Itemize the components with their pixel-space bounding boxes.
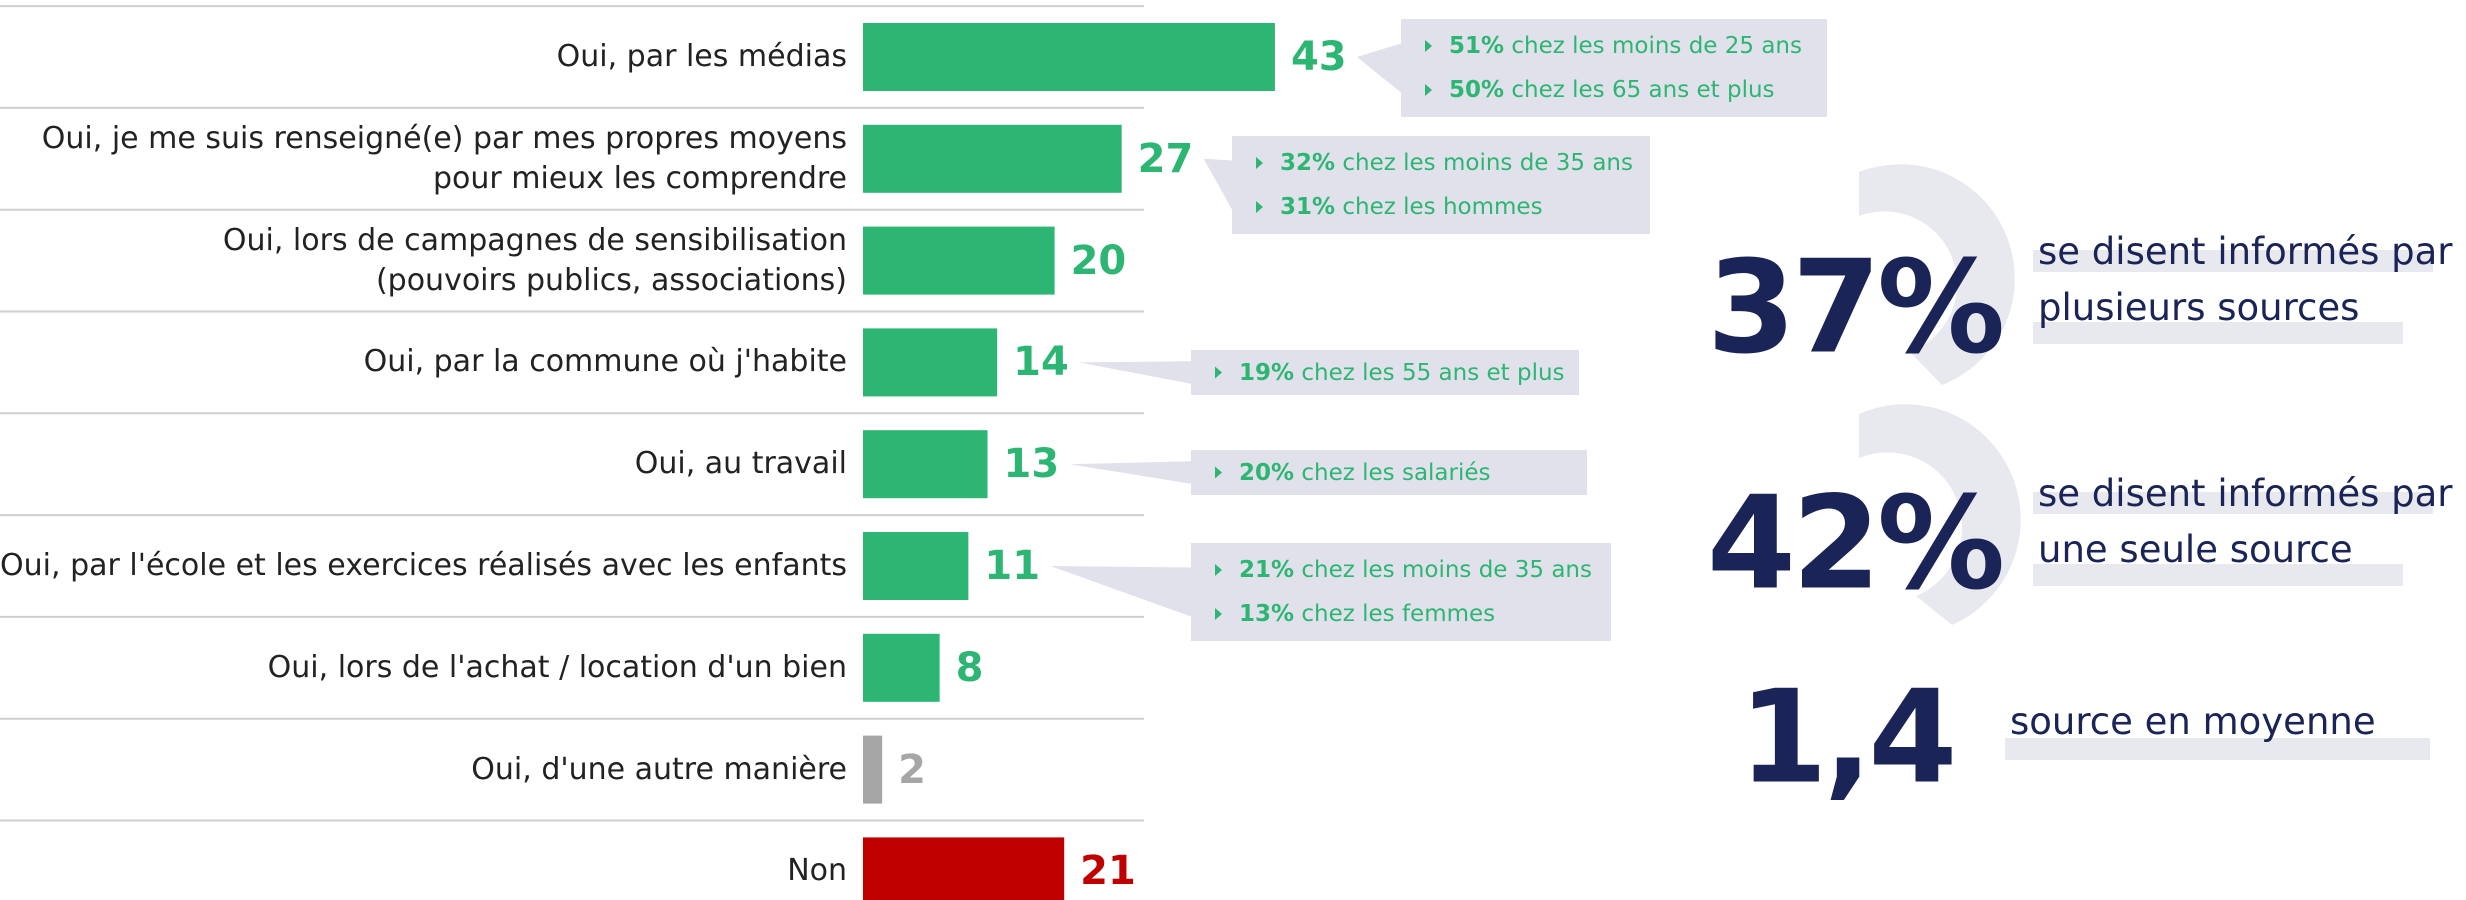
callout-text: 21% chez les moins de 35 ans (1239, 557, 1592, 583)
category-label: Oui, par la commune où j'habite (363, 344, 847, 380)
callout-box (1191, 450, 1587, 495)
callout-pointer (1069, 461, 1191, 484)
callout-text: 50% chez les 65 ans et plus (1449, 77, 1775, 103)
callout-text: 19% chez les 55 ans et plus (1239, 360, 1565, 386)
bullet (1425, 40, 1432, 52)
bar (863, 633, 940, 702)
bullet (1256, 157, 1263, 169)
callout-text: 13% chez les femmes (1239, 601, 1495, 627)
value-label: 13 (1003, 441, 1060, 488)
bar (863, 837, 1065, 900)
value-label: 8 (955, 644, 984, 691)
bar (863, 735, 883, 804)
callout-pointer (1203, 158, 1232, 210)
callout-desc: chez les moins de 35 ans (1335, 150, 1633, 176)
highlight (2033, 322, 2403, 344)
callout-pointer (1079, 361, 1191, 384)
category-label: Oui, par les médias (556, 39, 847, 74)
bullet (1215, 564, 1222, 576)
callout-box (1232, 136, 1650, 234)
category-label: Oui, lors de campagnes de sensibilisatio… (222, 222, 847, 298)
stat-value: 42% (1706, 469, 2005, 619)
callout-desc: chez les moins de 35 ans (1294, 557, 1592, 583)
callout-value: 32% (1280, 150, 1336, 176)
highlight (2033, 250, 2433, 272)
value-label: 21 (1080, 848, 1136, 895)
callout-value: 50% (1449, 77, 1505, 103)
callout-text: 32% chez les moins de 35 ans (1280, 150, 1633, 176)
category-label: Oui, je me suis renseigné(e) par mes pro… (41, 120, 847, 196)
callout-value: 21% (1239, 557, 1295, 583)
bar (863, 430, 988, 499)
callout-value: 19% (1239, 359, 1295, 386)
callout-value: 51% (1449, 33, 1505, 59)
highlight (2033, 564, 2403, 586)
callout-desc: chez les moins de 25 ans (1504, 33, 1802, 59)
callout-text: 31% chez les hommes (1280, 194, 1543, 220)
category-label: Oui, au travail (634, 446, 847, 482)
ring-decoration (1859, 164, 2015, 385)
callout-box (1191, 350, 1579, 395)
bar (863, 532, 969, 600)
bar (863, 23, 1275, 91)
callout-pointer (1050, 566, 1191, 617)
category-label: Non (787, 853, 847, 889)
stat-value: 37% (1706, 233, 2005, 383)
callout-desc: chez les 55 ans et plus (1294, 359, 1565, 386)
callout-desc: chez les 65 ans et plus (1504, 77, 1775, 103)
callout-pointer (1356, 43, 1401, 93)
stat-text: se disent informés par une seule source (2038, 472, 2453, 571)
callout-box (1191, 543, 1611, 641)
value-label: 14 (1013, 339, 1069, 386)
bullet (1215, 366, 1222, 379)
callout-desc: chez les hommes (1335, 194, 1543, 220)
value-label: 43 (1290, 34, 1347, 80)
stat-text: se disent informés par plusieurs sources (2038, 230, 2453, 329)
callout-box (1401, 19, 1827, 117)
callout-text: 20% chez les salariés (1239, 460, 1491, 486)
callout-desc: chez les femmes (1294, 601, 1496, 627)
bullet (1215, 608, 1222, 620)
value-label: 20 (1070, 237, 1127, 284)
category-label: Oui, par l'école et les exercices réalis… (0, 548, 847, 583)
highlight (2033, 492, 2433, 514)
value-label: 27 (1137, 135, 1194, 182)
callout-value: 13% (1239, 601, 1295, 627)
callout-value: 31% (1280, 194, 1336, 220)
callout-desc: chez les salariés (1294, 459, 1491, 486)
bullet (1256, 201, 1263, 213)
value-label: 2 (898, 746, 926, 793)
highlight (2005, 738, 2430, 760)
bullet (1425, 84, 1432, 96)
stat-text: source en moyenne (2010, 700, 2376, 743)
bar (863, 226, 1055, 295)
category-label: Oui, lors de l'achat / location d'un bie… (267, 649, 847, 685)
category-label: Oui, d'une autre manière (471, 751, 847, 787)
bar (863, 124, 1122, 193)
value-label: 11 (984, 543, 1041, 589)
bullet (1215, 466, 1222, 479)
callout-text: 51% chez les moins de 25 ans (1449, 33, 1802, 59)
callout-value: 20% (1239, 459, 1295, 486)
ring-decoration (1859, 404, 2021, 625)
bar (863, 328, 998, 397)
stat-value: 1,4 (1738, 663, 1958, 813)
